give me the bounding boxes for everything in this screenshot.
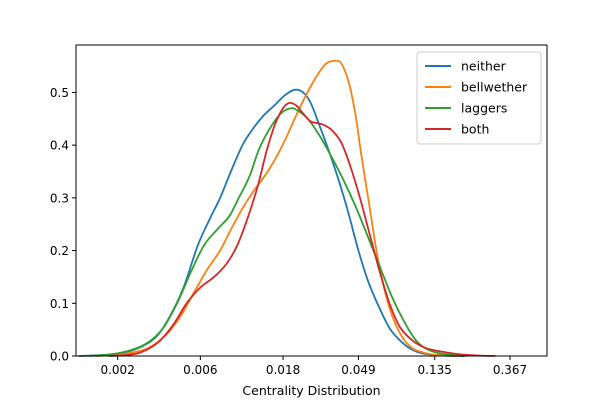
legend-label-both: both (461, 122, 489, 137)
plot-lines (78, 59, 496, 357)
y-tick-label: 0.3 (50, 191, 69, 205)
legend-box (416, 51, 542, 145)
x-tick-label: 0.135 (418, 363, 452, 377)
x-tick-label: 0.049 (341, 363, 375, 377)
x-axis-label: Centrality Distribution (242, 383, 380, 398)
x-tick-label: 0.367 (493, 363, 527, 377)
legend-label-bellwether: bellwether (461, 80, 528, 95)
series-line-neither (78, 88, 466, 357)
axes: 0.002 0.006 0.018 0.049 0.135 0.367 0.0 0.1 0.2 0… (50, 44, 548, 377)
x-tick-label: 0.018 (266, 363, 300, 377)
legend-label-laggers: laggers (461, 101, 507, 116)
y-tick-label: 0.0 (50, 350, 69, 364)
series-line-laggers (89, 107, 466, 357)
legend: neither bellwether laggers both (416, 51, 542, 145)
y-tick-label: 0.2 (50, 244, 69, 258)
y-tick-label: 0.1 (50, 297, 69, 311)
y-tick-label: 0.4 (50, 139, 69, 153)
x-tick-label: 0.006 (183, 363, 217, 377)
series-line-both (108, 101, 496, 357)
y-tick-label: 0.5 (50, 86, 69, 100)
legend-label-neither: neither (461, 59, 507, 74)
series-line-bellwether (95, 59, 458, 357)
x-tick-label: 0.002 (100, 363, 134, 377)
plot-frame (75, 44, 548, 357)
